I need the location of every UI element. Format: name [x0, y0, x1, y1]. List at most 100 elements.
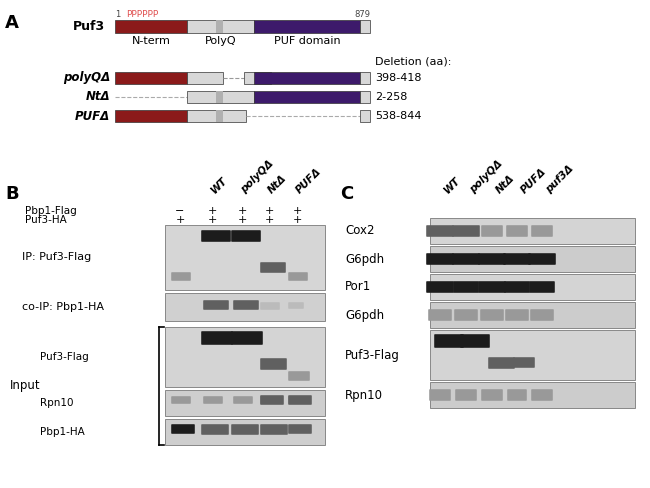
Text: Pbp1-HA: Pbp1-HA: [40, 427, 84, 437]
Text: polyQΔ: polyQΔ: [239, 159, 276, 195]
FancyBboxPatch shape: [288, 424, 312, 434]
Bar: [216, 91, 222, 103]
FancyBboxPatch shape: [202, 424, 229, 435]
FancyBboxPatch shape: [288, 272, 308, 281]
Bar: [360, 72, 370, 84]
Text: Por1: Por1: [345, 281, 371, 293]
FancyBboxPatch shape: [260, 424, 288, 435]
Text: polyQΔ: polyQΔ: [63, 72, 110, 84]
Text: G6pdh: G6pdh: [345, 252, 384, 265]
FancyBboxPatch shape: [171, 396, 191, 404]
FancyBboxPatch shape: [429, 389, 451, 401]
Bar: [430, 274, 635, 300]
Text: C: C: [340, 185, 353, 203]
Bar: [115, 20, 187, 33]
Text: puf3Δ: puf3Δ: [544, 163, 575, 195]
Text: 2-258: 2-258: [375, 92, 408, 102]
FancyBboxPatch shape: [481, 389, 503, 401]
Text: +: +: [176, 215, 185, 225]
Text: NtΔ: NtΔ: [85, 90, 110, 103]
FancyBboxPatch shape: [171, 272, 191, 281]
Bar: [430, 302, 635, 328]
FancyBboxPatch shape: [507, 389, 526, 401]
FancyBboxPatch shape: [203, 396, 223, 404]
FancyBboxPatch shape: [460, 334, 490, 348]
Text: B: B: [5, 185, 19, 203]
Text: IP: Puf3-Flag: IP: Puf3-Flag: [22, 252, 91, 263]
FancyBboxPatch shape: [455, 389, 477, 401]
FancyBboxPatch shape: [478, 281, 506, 293]
FancyBboxPatch shape: [203, 300, 229, 310]
Text: PUF domain: PUF domain: [274, 36, 340, 46]
Bar: [360, 110, 370, 122]
Text: A: A: [5, 14, 19, 32]
FancyBboxPatch shape: [288, 395, 312, 405]
Text: Rpn10: Rpn10: [40, 398, 73, 408]
FancyBboxPatch shape: [452, 253, 480, 265]
FancyBboxPatch shape: [514, 357, 535, 368]
FancyBboxPatch shape: [233, 300, 259, 310]
Bar: [165, 419, 325, 445]
FancyBboxPatch shape: [288, 302, 304, 309]
Bar: [187, 20, 254, 33]
Text: 538-844: 538-844: [375, 111, 421, 121]
FancyBboxPatch shape: [426, 281, 454, 293]
Bar: [254, 20, 360, 33]
Text: Input: Input: [10, 380, 40, 392]
Bar: [430, 330, 635, 380]
Text: G6pdh: G6pdh: [345, 308, 384, 322]
FancyBboxPatch shape: [530, 309, 554, 321]
Text: polyQΔ: polyQΔ: [468, 159, 504, 195]
Text: PUFΔ: PUFΔ: [519, 166, 548, 195]
Bar: [216, 110, 222, 122]
FancyBboxPatch shape: [202, 331, 233, 345]
FancyBboxPatch shape: [260, 262, 286, 273]
Text: Rpn10: Rpn10: [345, 388, 383, 402]
Text: Cox2: Cox2: [345, 224, 374, 238]
FancyBboxPatch shape: [453, 281, 479, 293]
FancyBboxPatch shape: [452, 225, 480, 237]
Text: Pbp1-Flag: Pbp1-Flag: [25, 206, 77, 216]
FancyBboxPatch shape: [171, 424, 195, 434]
Bar: [187, 91, 254, 103]
Bar: [165, 390, 325, 416]
FancyBboxPatch shape: [260, 396, 280, 404]
FancyBboxPatch shape: [531, 225, 552, 237]
Text: N-term: N-term: [132, 36, 170, 46]
FancyBboxPatch shape: [481, 225, 503, 237]
Bar: [244, 72, 271, 84]
Text: PPPPPP: PPPPPP: [126, 10, 159, 19]
FancyBboxPatch shape: [428, 309, 452, 321]
Bar: [254, 72, 360, 84]
Text: 1: 1: [115, 10, 120, 19]
Text: WT: WT: [209, 175, 229, 195]
FancyBboxPatch shape: [478, 253, 506, 265]
Text: Puf3-HA: Puf3-HA: [25, 215, 67, 225]
FancyBboxPatch shape: [434, 334, 464, 348]
FancyBboxPatch shape: [426, 253, 454, 265]
FancyBboxPatch shape: [531, 389, 552, 401]
Text: co-IP: Pbp1-HA: co-IP: Pbp1-HA: [22, 302, 104, 312]
Bar: [216, 20, 222, 33]
FancyBboxPatch shape: [426, 225, 454, 237]
Text: 398-418: 398-418: [375, 73, 421, 83]
Text: +: +: [292, 215, 302, 225]
Bar: [254, 91, 360, 103]
FancyBboxPatch shape: [202, 230, 231, 242]
Text: −: −: [176, 206, 185, 216]
Text: PUFΔ: PUFΔ: [294, 166, 323, 195]
Text: +: +: [207, 206, 216, 216]
Text: +: +: [237, 215, 247, 225]
Bar: [187, 72, 223, 84]
FancyBboxPatch shape: [504, 281, 530, 293]
Text: Puf3-Flag: Puf3-Flag: [345, 348, 400, 362]
Text: PUFΔ: PUFΔ: [75, 109, 110, 122]
FancyBboxPatch shape: [288, 396, 308, 404]
FancyBboxPatch shape: [528, 253, 556, 265]
Bar: [430, 382, 635, 408]
Text: 879: 879: [354, 10, 370, 19]
Bar: [165, 225, 325, 290]
Bar: [187, 110, 246, 122]
Text: NtΔ: NtΔ: [266, 173, 289, 195]
FancyBboxPatch shape: [260, 395, 284, 405]
